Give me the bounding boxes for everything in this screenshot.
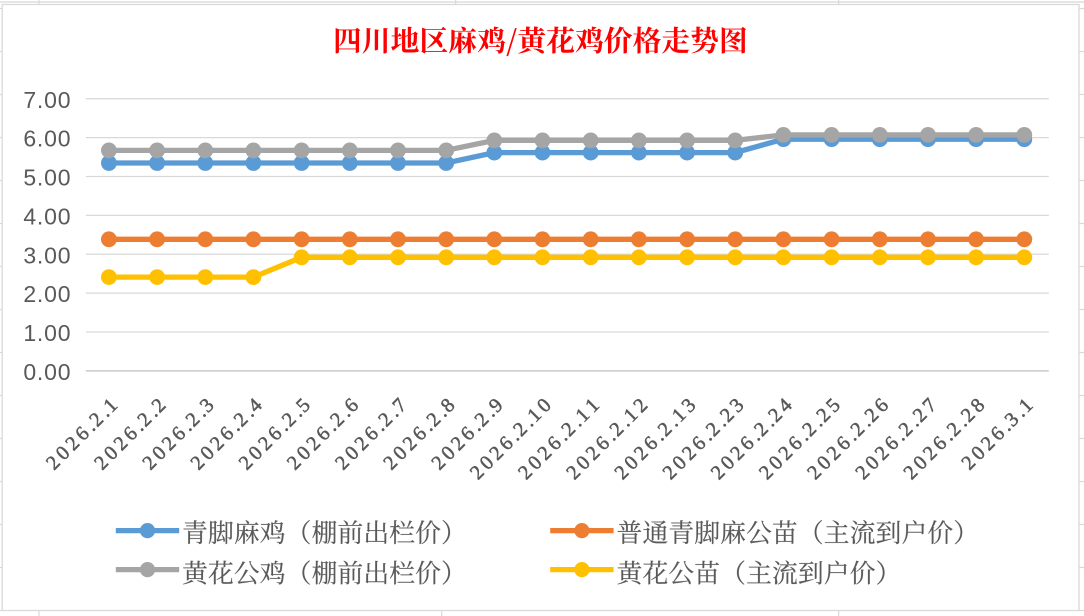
svg-text:0.00: 0.00 [23,359,71,385]
svg-text:1.00: 1.00 [23,320,71,346]
svg-text:2.00: 2.00 [23,281,71,307]
svg-text:5.00: 5.00 [23,165,71,191]
svg-text:6.00: 6.00 [23,126,71,152]
svg-text:7.00: 7.00 [23,87,71,113]
svg-text:4.00: 4.00 [23,203,71,229]
svg-text:3.00: 3.00 [23,242,71,268]
